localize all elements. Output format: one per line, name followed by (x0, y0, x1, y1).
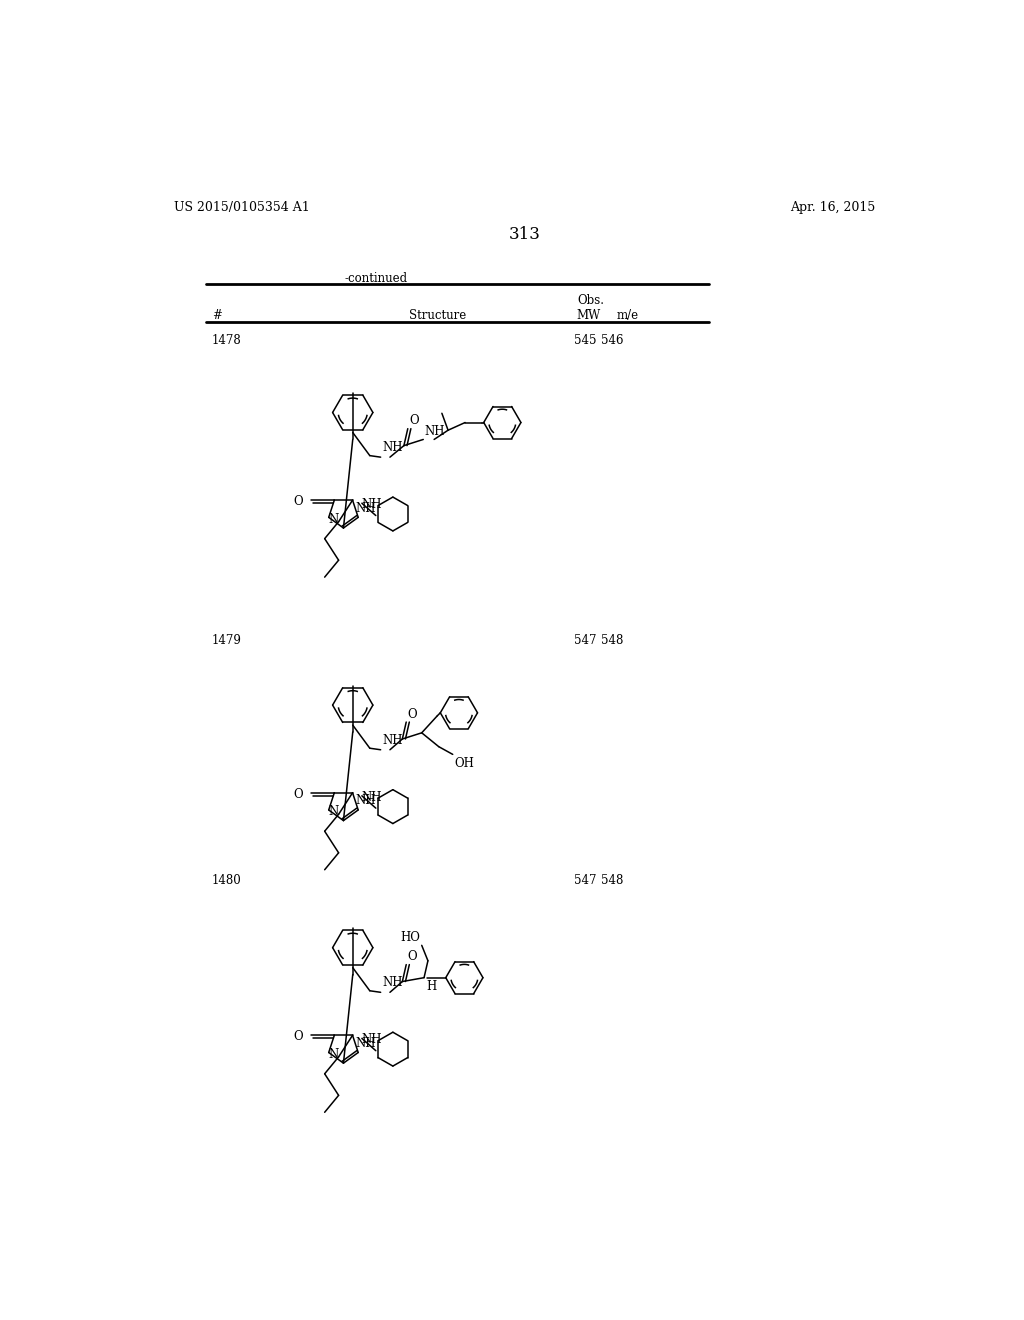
Text: NH: NH (355, 1036, 376, 1049)
Text: O: O (408, 950, 418, 964)
Text: 1478: 1478 (212, 334, 242, 347)
Text: OH: OH (455, 758, 474, 771)
Text: 545: 545 (573, 334, 596, 347)
Text: 1479: 1479 (212, 635, 242, 647)
Text: H: H (426, 979, 436, 993)
Text: O: O (410, 414, 419, 428)
Text: NH: NH (382, 441, 402, 454)
Text: NH: NH (361, 1034, 382, 1047)
Text: O: O (294, 1031, 303, 1043)
Text: 548: 548 (601, 635, 624, 647)
Text: NH: NH (355, 502, 376, 515)
Text: MW: MW (575, 309, 600, 322)
Text: 548: 548 (601, 875, 624, 887)
Text: N: N (329, 512, 339, 525)
Text: 547: 547 (573, 635, 596, 647)
Text: Obs.: Obs. (578, 294, 604, 308)
Text: N: N (329, 805, 339, 818)
Text: US 2015/0105354 A1: US 2015/0105354 A1 (174, 201, 310, 214)
Text: O: O (294, 788, 303, 801)
Text: m/e: m/e (616, 309, 638, 322)
Text: 547: 547 (573, 875, 596, 887)
Text: NH: NH (355, 795, 376, 808)
Text: NH: NH (361, 498, 382, 511)
Text: O: O (408, 708, 418, 721)
Text: 313: 313 (509, 226, 541, 243)
Text: 546: 546 (601, 334, 624, 347)
Text: Structure: Structure (410, 309, 467, 322)
Text: Apr. 16, 2015: Apr. 16, 2015 (790, 201, 876, 214)
Text: #: # (212, 309, 221, 322)
Text: NH: NH (382, 734, 402, 747)
Text: N: N (329, 1048, 339, 1061)
Text: 1480: 1480 (212, 875, 242, 887)
Text: HO: HO (400, 931, 420, 944)
Text: -continued: -continued (344, 272, 408, 285)
Text: NH: NH (361, 791, 382, 804)
Text: NH: NH (425, 425, 445, 438)
Text: NH: NH (382, 977, 402, 989)
Text: O: O (294, 495, 303, 508)
